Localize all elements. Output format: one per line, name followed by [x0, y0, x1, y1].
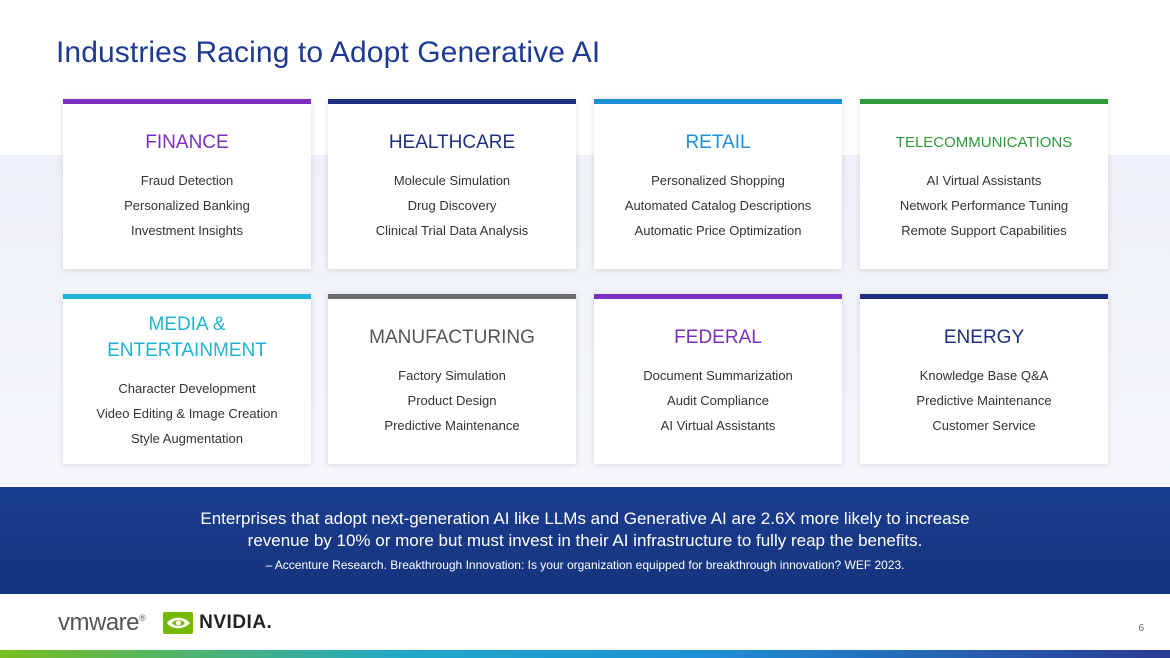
card-item: Remote Support Capabilities [901, 223, 1067, 238]
card-accent-bar [63, 99, 311, 104]
card-media-entertainment: MEDIA & ENTERTAINMENT Character Developm… [63, 294, 311, 464]
card-accent-bar [860, 294, 1108, 299]
card-item: Document Summarization [643, 368, 793, 383]
card-item: Automated Catalog Descriptions [624, 198, 812, 213]
card-heading: FEDERAL [674, 327, 762, 348]
banner-source: – Accenture Research. Breakthrough Innov… [265, 558, 905, 572]
card-heading: MANUFACTURING [369, 327, 535, 348]
card-retail: RETAIL Personalized Shopping Automated C… [594, 99, 842, 269]
card-item: Customer Service [932, 418, 1036, 433]
card-heading: MEDIA & ENTERTAINMENT [107, 314, 267, 361]
card-heading: HEALTHCARE [388, 132, 516, 153]
card-energy: ENERGY Knowledge Base Q&A Predictive Mai… [860, 294, 1108, 464]
card-heading: FINANCE [145, 132, 229, 153]
card-accent-bar [594, 99, 842, 104]
card-item: Character Development [118, 381, 256, 396]
card-item: Factory Simulation [398, 368, 506, 383]
card-accent-bar [860, 99, 1108, 104]
card-item: AI Virtual Assistants [926, 173, 1042, 188]
card-item: Style Augmentation [130, 431, 244, 446]
bottom-gradient-strip [0, 650, 1170, 658]
card-finance: FINANCE Fraud Detection Personalized Ban… [63, 99, 311, 269]
card-accent-bar [328, 294, 576, 299]
card-telecommunications: TELECOMMUNICATIONS AI Virtual Assistants… [860, 99, 1108, 269]
card-item: Video Editing & Image Creation [96, 406, 278, 421]
nvidia-logo: NVIDIA. [163, 612, 272, 634]
card-item: Network Performance Tuning [899, 198, 1069, 213]
card-item: Fraud Detection [140, 173, 234, 188]
banner-quote: Enterprises that adopt next-generation A… [200, 509, 970, 550]
card-federal: FEDERAL Document Summarization Audit Com… [594, 294, 842, 464]
card-item: Drug Discovery [407, 198, 497, 213]
card-item: Predictive Maintenance [916, 393, 1052, 408]
card-item: Audit Compliance [667, 393, 769, 408]
card-item: Personalized Banking [124, 198, 250, 213]
card-item: Product Design [407, 393, 497, 408]
vmware-logo: vmware® [58, 609, 146, 636]
nvidia-wordmark: NVIDIA. [199, 612, 273, 633]
card-accent-bar [594, 294, 842, 299]
card-item: Predictive Maintenance [384, 418, 520, 433]
card-accent-bar [328, 99, 576, 104]
card-heading: RETAIL [685, 132, 751, 153]
page-number: 6 [1138, 623, 1144, 634]
card-heading: TELECOMMUNICATIONS [895, 134, 1073, 151]
slide-title: Industries Racing to Adopt Generative AI [56, 36, 601, 69]
card-heading: ENERGY [943, 327, 1025, 348]
card-healthcare: HEALTHCARE Molecule Simulation Drug Disc… [328, 99, 576, 269]
card-item: Personalized Shopping [651, 173, 785, 188]
card-item: Investment Insights [131, 223, 243, 238]
card-item: Clinical Trial Data Analysis [375, 223, 529, 238]
card-manufacturing: MANUFACTURING Factory Simulation Product… [328, 294, 576, 464]
footer-logos: vmware® NVIDIA. [58, 608, 272, 638]
card-accent-bar [63, 294, 311, 299]
card-item: Knowledge Base Q&A [919, 368, 1049, 383]
card-item: AI Virtual Assistants [660, 418, 776, 433]
nvidia-eye-icon [163, 612, 194, 634]
quote-banner: Enterprises that adopt next-generation A… [0, 487, 1170, 594]
card-item: Automatic Price Optimization [634, 223, 802, 238]
card-item: Molecule Simulation [393, 173, 511, 188]
